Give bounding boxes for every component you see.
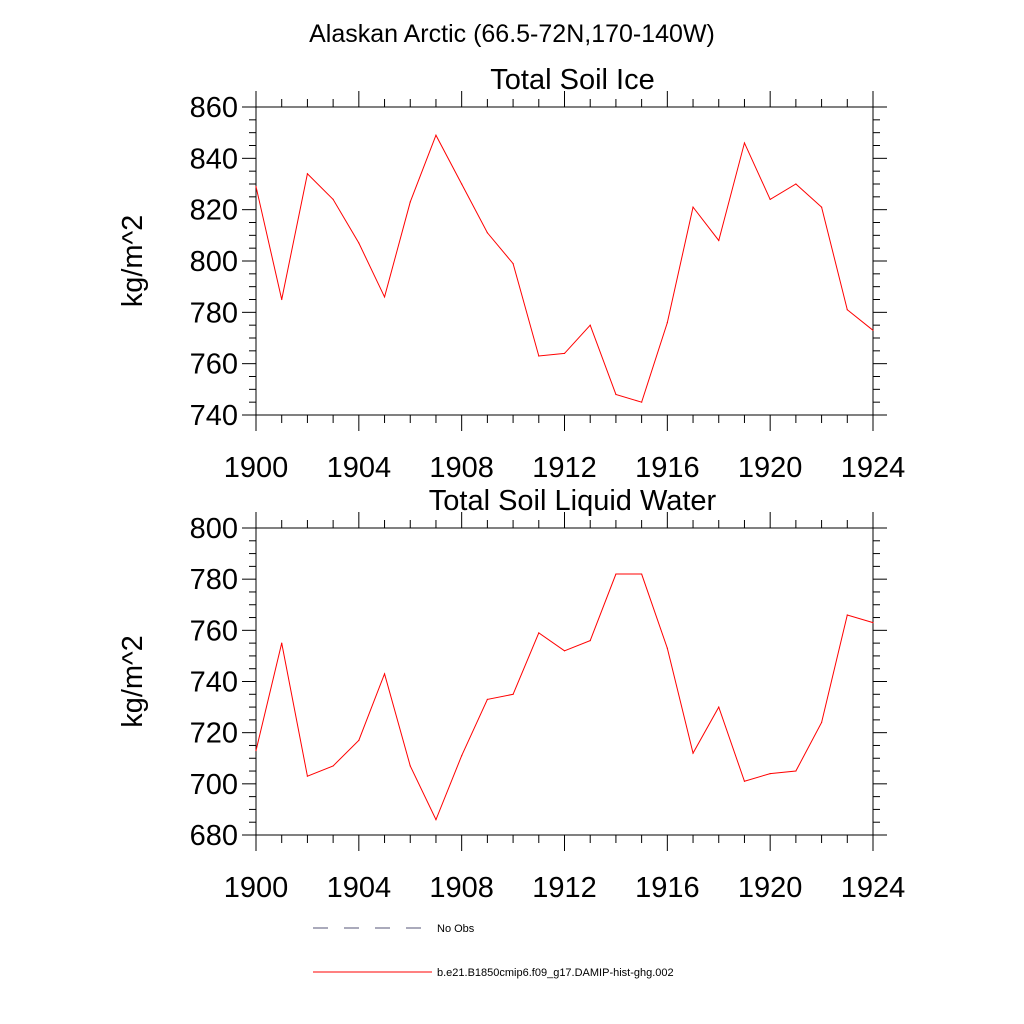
data-point: [538, 355, 540, 357]
panel-title: Total Soil Liquid Water: [429, 485, 717, 517]
legend-label: No Obs: [437, 923, 475, 935]
data-point: [769, 773, 771, 775]
x-tick-label: 1924: [841, 452, 906, 484]
data-point: [358, 242, 360, 244]
y-axis-label: kg/m^2: [117, 635, 149, 728]
series-line: [255, 573, 874, 821]
data-point: [872, 622, 874, 624]
data-point: [615, 573, 617, 575]
data-point: [846, 614, 848, 616]
data-point: [641, 401, 643, 403]
x-tick-label: 1920: [738, 872, 803, 904]
y-tick-label: 740: [190, 667, 238, 699]
x-tick-label: 1916: [635, 452, 700, 484]
data-point: [769, 198, 771, 200]
y-tick-label: 760: [190, 349, 238, 381]
data-point: [795, 183, 797, 185]
data-point: [306, 775, 309, 777]
data-point: [743, 142, 746, 144]
y-tick-label: 800: [190, 513, 238, 545]
x-tick-label: 1912: [532, 452, 597, 484]
y-axis-label: kg/m^2: [117, 215, 149, 308]
chart-panel-1: Total Soil Ice 740 760 780 800 820 840 860 1900 1…: [117, 64, 905, 484]
data-point: [512, 693, 514, 695]
data-point: [795, 770, 797, 772]
x-tick-label: 1908: [429, 452, 494, 484]
data-point: [846, 309, 848, 311]
data-point: [692, 206, 694, 208]
data-point: [718, 239, 720, 242]
data-point: [872, 329, 874, 331]
x-tick-label: 1912: [532, 872, 597, 904]
data-point: [666, 647, 668, 649]
data-point: [589, 639, 591, 642]
x-tick-label: 1904: [327, 872, 392, 904]
data-point: [486, 232, 488, 234]
data-point: [281, 298, 283, 301]
y-tick-label: 820: [190, 195, 238, 227]
y-tick-label: 780: [190, 564, 238, 596]
y-tick-label: 800: [190, 246, 238, 278]
data-point: [409, 201, 411, 203]
plot-frame: [255, 106, 874, 416]
data-point: [486, 698, 488, 701]
data-point: [435, 819, 437, 821]
data-point: [820, 206, 823, 208]
x-tick-label: 1924: [841, 872, 906, 904]
data-point: [563, 650, 566, 652]
x-tick-label: 1920: [738, 452, 803, 484]
legend-item: No Obs: [313, 923, 475, 935]
x-tick-label: 1908: [429, 872, 494, 904]
figure-title: Alaskan Arctic (66.5-72N,170-140W): [309, 20, 715, 48]
data-point: [820, 721, 823, 724]
data-point: [538, 632, 540, 634]
data-point: [461, 755, 463, 757]
data-point: [718, 706, 720, 708]
data-point: [589, 324, 591, 326]
data-point: [435, 134, 437, 136]
data-point: [461, 183, 463, 185]
data-point: [332, 198, 334, 200]
data-point: [255, 185, 257, 188]
y-tick-label: 700: [190, 769, 238, 801]
legend: No Obs b.e21.B1850cmip6.f09_g17.DAMIP-his…: [313, 923, 674, 979]
data-point: [743, 780, 746, 782]
data-point: [255, 749, 257, 752]
x-tick-label: 1916: [635, 872, 700, 904]
x-tick-label: 1900: [224, 872, 289, 904]
data-point: [666, 322, 668, 324]
y-tick-label: 760: [190, 615, 238, 647]
data-point: [692, 752, 694, 754]
legend-item: b.e21.B1850cmip6.f09_g17.DAMIP-hist-ghg.…: [313, 967, 674, 979]
data-point: [409, 765, 411, 767]
data-point: [383, 296, 386, 298]
chart-panels: Total Soil Ice 740 760 780 800 820 840 860 1900 1…: [117, 64, 905, 904]
chart-panel-2: Total Soil Liquid Water 680 700 720 740 760 78…: [117, 485, 905, 904]
x-tick-label: 1904: [327, 452, 392, 484]
y-tick-label: 860: [190, 92, 238, 124]
y-tick-label: 840: [190, 143, 238, 175]
data-point: [512, 262, 514, 265]
y-tick-label: 740: [190, 400, 238, 432]
y-tick-label: 680: [190, 820, 238, 852]
data-point: [332, 765, 334, 767]
y-tick-label: 780: [190, 297, 238, 329]
panel-title: Total Soil Ice: [490, 64, 654, 96]
data-point: [281, 642, 283, 644]
y-tick-label: 720: [190, 718, 238, 750]
x-tick-label: 1900: [224, 452, 289, 484]
data-point: [563, 352, 566, 354]
data-point: [615, 393, 617, 396]
data-point: [358, 739, 360, 741]
data-point: [641, 573, 643, 575]
series-line: [255, 134, 874, 403]
data-point: [306, 173, 309, 175]
plot-frame: [255, 527, 874, 836]
data-point: [383, 673, 386, 675]
legend-label: b.e21.B1850cmip6.f09_g17.DAMIP-hist-ghg.…: [437, 967, 674, 979]
